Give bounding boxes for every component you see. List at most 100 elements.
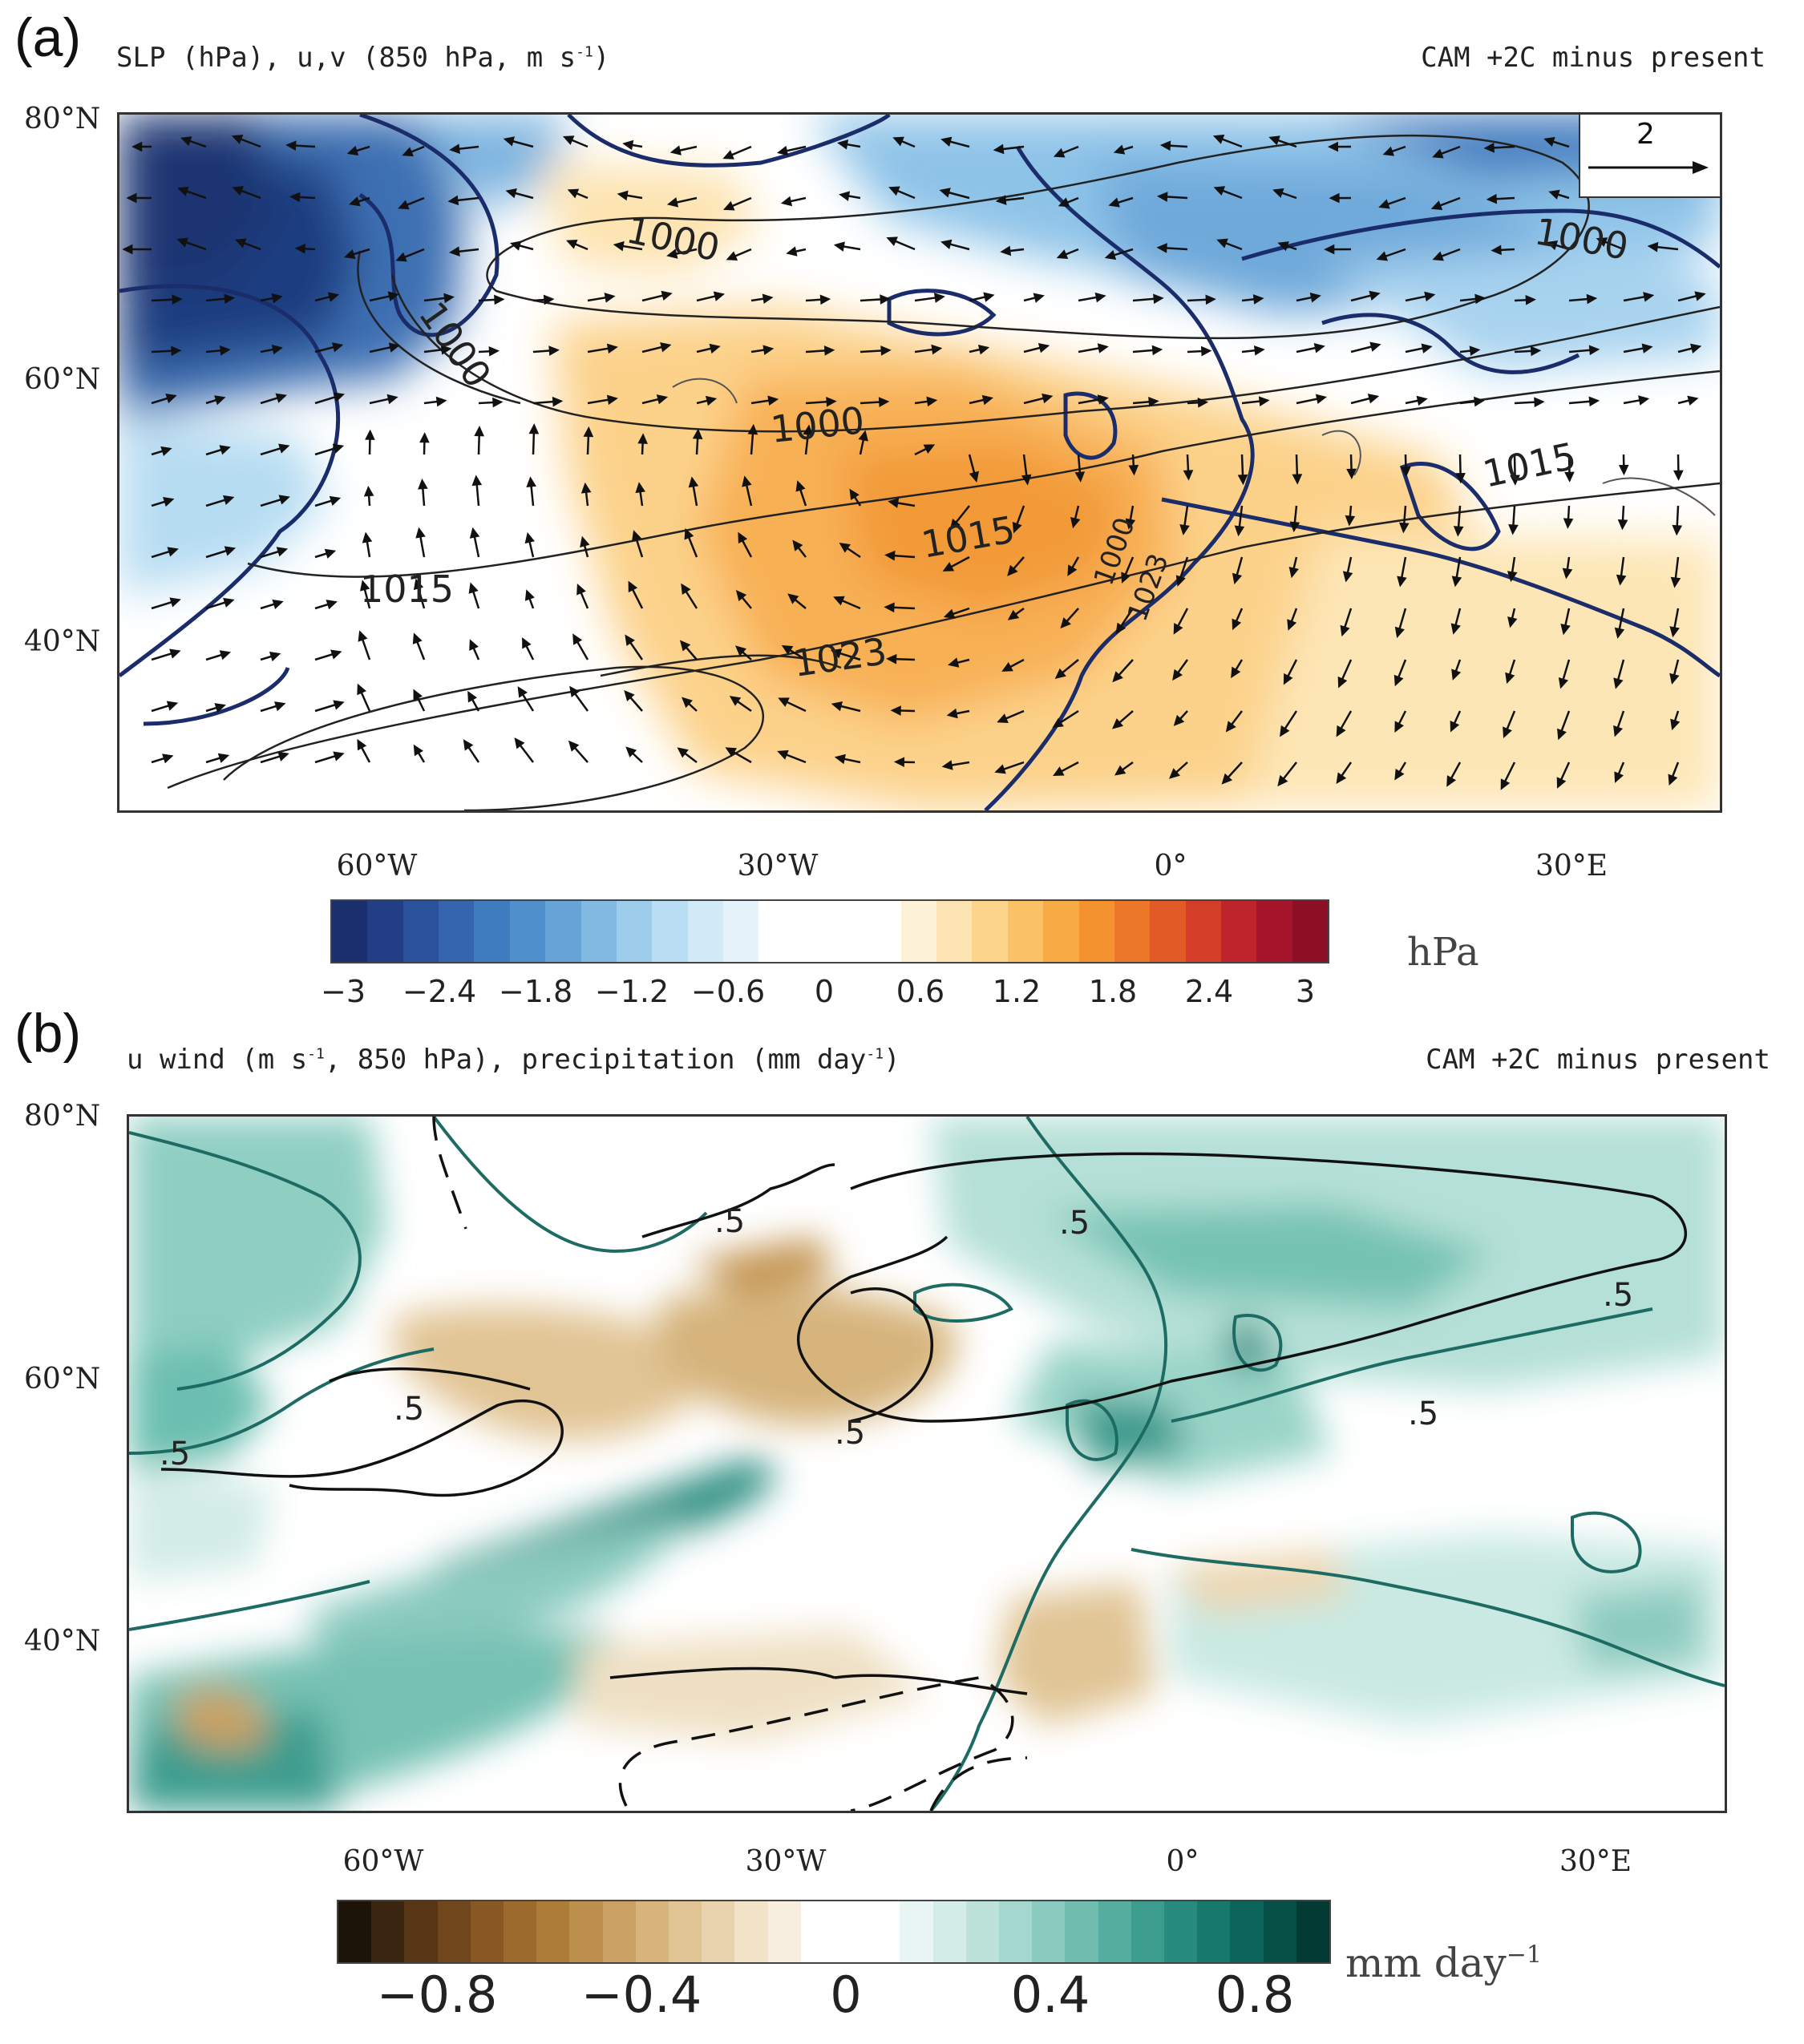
wind-vector-head — [1156, 243, 1167, 253]
wind-vector-head — [1669, 626, 1680, 638]
wind-vector-head — [923, 444, 936, 454]
wind-vector-head — [1094, 292, 1106, 303]
wind-vector-head — [1450, 623, 1461, 635]
colorbar-swatch — [652, 901, 688, 962]
wind-vector-head — [880, 294, 891, 305]
colorbar-swatch — [702, 1901, 735, 1962]
wind-vector-head — [330, 649, 342, 660]
wind-vector-head — [1670, 576, 1681, 588]
wind-vector-head — [722, 200, 735, 211]
wind-vector-head — [1232, 618, 1242, 631]
wind-vector-head — [443, 293, 455, 304]
wind-vector-head — [729, 696, 742, 706]
colorbar-swatch — [474, 901, 510, 962]
wind-vector-head — [786, 246, 798, 257]
wind-vector-head — [326, 600, 338, 610]
colorbar-swatch — [569, 1901, 603, 1962]
panel-b-lon-30e: 30°E — [1559, 1845, 1632, 1878]
colorbar-swatch — [536, 1901, 570, 1962]
wind-vector-head — [363, 485, 374, 497]
panel-a-lat-80: 80°N — [24, 103, 101, 135]
colorbar-tick-label: −0.6 — [690, 974, 766, 1009]
colorbar-swatch — [900, 901, 937, 962]
wind-vector-head — [517, 686, 528, 698]
wind-vector-head — [171, 345, 182, 357]
wind-vector-head — [939, 188, 951, 198]
wind-vector-head — [413, 578, 424, 591]
wind-vector-head — [1074, 471, 1086, 483]
colorbar-tick-label: 0.8 — [1215, 1965, 1295, 2024]
panel-b-colorbar — [337, 1900, 1331, 1964]
panel-b-title-text: u wind (m s — [127, 1044, 308, 1076]
wind-vector-head — [160, 446, 172, 457]
panel-a-colorbar-unit: hPa — [1407, 930, 1479, 975]
wind-vector-head — [1197, 398, 1209, 408]
colorbar-swatch — [932, 1901, 966, 1962]
wind-vector-head — [503, 136, 516, 147]
wind-vector-head — [684, 527, 694, 540]
colorbar-swatch — [1150, 901, 1186, 962]
wind-vector-head — [849, 488, 860, 501]
colorbar-tick-label: −3 — [320, 974, 366, 1009]
wind-vector-head — [412, 632, 423, 644]
panel-a-lat-60: 60°N — [24, 363, 101, 396]
colorbar-tick-label: −0.8 — [376, 1965, 498, 2024]
wind-vector-head — [1007, 564, 1018, 576]
wind-vector-head — [449, 143, 460, 154]
wind-vector-head — [224, 546, 237, 556]
colorbar-swatch — [1220, 901, 1257, 962]
panel-b-title-mid: , 850 hPa), precipitation (mm day — [324, 1044, 867, 1076]
wind-vector-head — [948, 657, 960, 668]
colorbar-swatch — [767, 1901, 801, 1962]
wind-vector-head — [357, 738, 367, 751]
wind-vector-head — [878, 397, 890, 407]
wind-vector-head — [977, 344, 990, 355]
wind-vector-head — [232, 186, 244, 196]
panel-a-reference-arrow-icon — [1588, 161, 1709, 174]
panel-a-right-title: CAM +2C minus present — [1421, 42, 1766, 74]
wind-vector-head — [180, 136, 192, 147]
colorbar-swatch — [865, 901, 901, 962]
wind-vector-head — [167, 547, 179, 557]
wind-vector-head — [463, 739, 474, 751]
wind-vector-head — [1401, 467, 1411, 478]
wind-vector-head — [777, 145, 789, 156]
colorbar-swatch — [470, 1901, 504, 1962]
wind-vector-head — [858, 430, 868, 442]
wind-vector-head — [278, 495, 290, 505]
wind-vector-head — [1058, 197, 1070, 208]
wind-vector-head — [1128, 464, 1139, 476]
wind-vector-head — [1175, 575, 1186, 587]
colorbar-swatch — [1164, 1901, 1198, 1962]
wind-vector-head — [572, 633, 583, 645]
colorbar-tick-label: −2.4 — [402, 974, 477, 1009]
wind-vector-head — [468, 582, 479, 594]
wind-vector-head — [677, 747, 689, 758]
wind-vector-head — [1151, 345, 1163, 356]
wind-vector-head — [681, 583, 691, 596]
wind-vector-head — [1530, 345, 1542, 357]
wind-vector-head — [666, 197, 679, 208]
wind-vector-head — [1560, 624, 1571, 636]
panel-b-contour-label: .5 — [714, 1203, 746, 1240]
colorbar-swatch — [722, 901, 759, 962]
wind-vector-head — [823, 345, 835, 356]
wind-vector-head — [1369, 290, 1381, 301]
wind-vector-head — [294, 243, 306, 254]
wind-vector-head — [447, 195, 459, 206]
wind-vector-head — [349, 196, 361, 207]
colorbar-tick-label: 0.6 — [896, 974, 945, 1009]
wind-vector-head — [943, 608, 956, 619]
wind-vector-head — [787, 593, 799, 604]
wind-vector-head — [1546, 240, 1559, 251]
wind-vector-head — [1183, 470, 1194, 481]
wind-vector-head — [880, 345, 892, 356]
colorbar-swatch — [504, 1901, 537, 1962]
colorbar-swatch — [1065, 1901, 1098, 1962]
wind-vector-head — [1421, 343, 1433, 353]
panel-a-lon-30e: 30°E — [1535, 850, 1608, 883]
wind-vector-head — [1469, 345, 1481, 356]
colorbar-swatch — [965, 1901, 1000, 1962]
wind-vector-head — [635, 482, 645, 494]
wind-vector-head — [1054, 668, 1066, 679]
